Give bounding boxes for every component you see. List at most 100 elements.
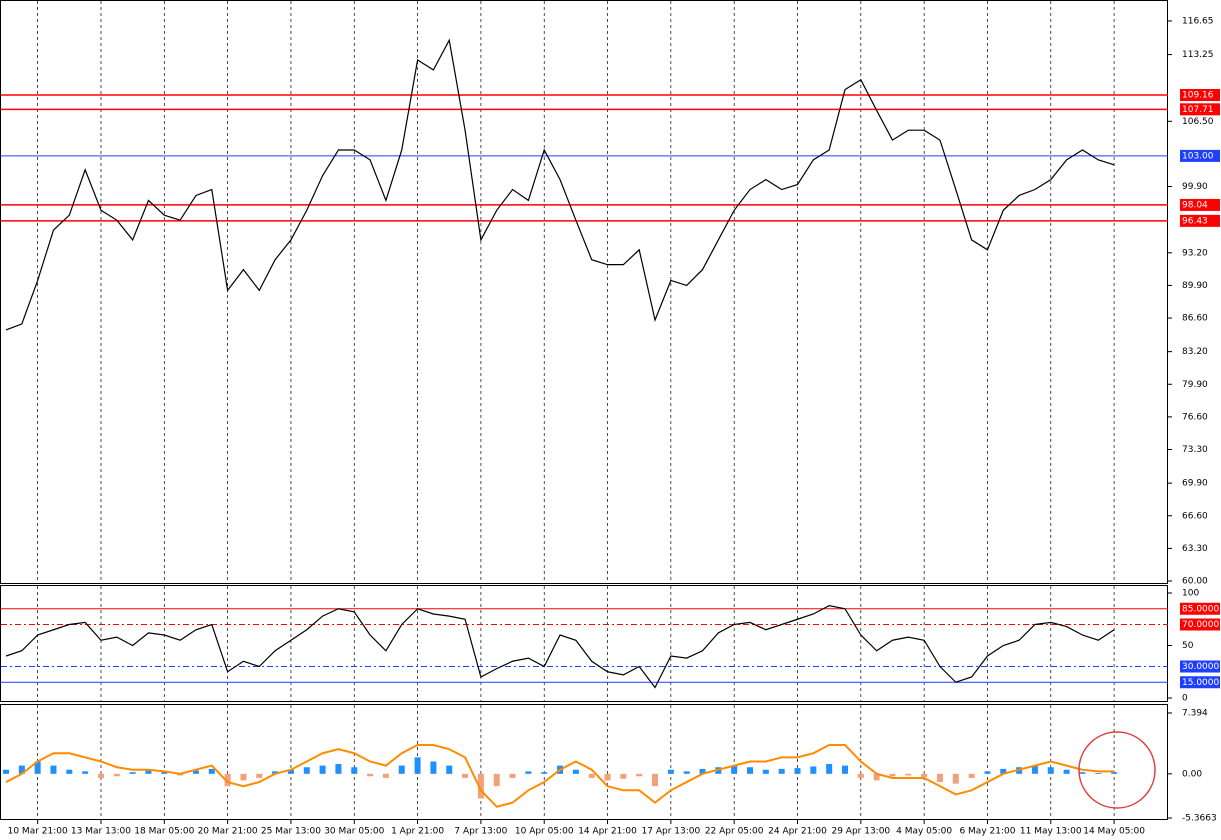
level-tag <box>1180 198 1220 211</box>
histogram-bar <box>652 773 659 787</box>
price-line <box>5 38 1115 331</box>
x-tick-label: 22 Apr 05:00 <box>705 827 764 837</box>
x-tick-label: 24 Apr 21:00 <box>768 827 827 837</box>
level-tag <box>1180 149 1220 162</box>
level-tag <box>1180 214 1220 227</box>
y-tick-label: 86.60 <box>1182 314 1208 324</box>
x-tick-label: 17 Apr 13:00 <box>642 827 701 837</box>
y-tick-label: 93.20 <box>1182 248 1208 258</box>
histogram-bar <box>351 767 358 774</box>
histogram-bar <box>968 773 975 778</box>
x-tick-label: 13 Mar 13:00 <box>71 827 131 837</box>
x-tick-label: 14 Apr 21:00 <box>578 827 637 837</box>
x-tick-label: 20 Mar 21:00 <box>198 827 258 837</box>
histogram-bar <box>287 769 294 774</box>
histogram-bar <box>3 769 9 774</box>
level-label: 15.0000 <box>1182 678 1219 688</box>
signal-line <box>5 744 1115 808</box>
histogram-bar <box>604 773 611 781</box>
y-tick-label: 50 <box>1182 641 1194 651</box>
level-label: 30.0000 <box>1182 662 1219 672</box>
x-tick-label: 14 May 05:00 <box>1083 827 1145 837</box>
histogram-bar <box>984 771 991 774</box>
level-tag <box>1180 103 1220 116</box>
y-tick-label: 106.50 <box>1182 117 1214 127</box>
histogram-bar <box>636 773 643 777</box>
histogram-bar <box>1031 765 1038 774</box>
y-tick-label: 73.30 <box>1182 445 1208 455</box>
y-tick-label: 100 <box>1182 589 1199 599</box>
histogram-bar <box>747 767 754 774</box>
oscillator-panel <box>0 585 1168 702</box>
x-tick-label: 6 May 21:00 <box>959 827 1015 837</box>
x-tick-label: 25 Mar 13:00 <box>261 827 321 837</box>
histogram-bar <box>145 769 152 774</box>
histogram-bar <box>319 765 326 774</box>
level-tag <box>1180 89 1220 102</box>
price-line <box>5 604 1115 689</box>
histogram-bar <box>810 766 817 774</box>
x-tick-label: 1 Apr 21:00 <box>391 827 444 837</box>
histogram-bar <box>240 773 247 781</box>
histogram-bar <box>1063 769 1070 774</box>
y-tick-label: 0 <box>1182 694 1188 704</box>
x-tick-label: 18 Mar 05:00 <box>134 827 194 837</box>
histogram-bar <box>50 765 57 774</box>
x-tick-label: 7 Apr 13:00 <box>454 827 507 837</box>
histogram-bar <box>113 773 120 777</box>
histogram-bar <box>1079 772 1086 774</box>
y-tick-label: 89.90 <box>1182 281 1208 291</box>
level-label: 70.0000 <box>1182 620 1219 630</box>
histogram-bar <box>97 773 104 778</box>
histogram-bar <box>224 773 231 787</box>
histogram-bar <box>335 763 342 774</box>
x-tick-label: 10 Mar 21:00 <box>8 827 68 837</box>
level-label: 85.0000 <box>1182 604 1219 614</box>
histogram-bar <box>683 771 690 774</box>
histogram-bar <box>430 761 437 774</box>
macd-panel <box>0 704 1168 820</box>
level-label: 107.71 <box>1182 105 1214 115</box>
histogram-bar <box>572 769 579 774</box>
histogram-bar <box>1111 772 1118 774</box>
histogram-bar <box>889 773 896 777</box>
histogram-bar <box>841 765 848 774</box>
histogram-bar <box>905 773 912 776</box>
x-tick-label: 30 Mar 05:00 <box>324 827 384 837</box>
y-tick-label: 99.90 <box>1182 182 1208 192</box>
histogram-bar <box>82 771 89 774</box>
histogram-bar <box>826 763 833 774</box>
histogram-bar <box>34 761 41 774</box>
level-label: 98.04 <box>1182 200 1208 210</box>
histogram-bar <box>367 773 374 777</box>
level-tag <box>1180 602 1220 615</box>
histogram-bar <box>667 769 674 774</box>
histogram-bar <box>462 773 469 778</box>
histogram-bar <box>493 773 500 787</box>
x-tick-label: 11 May 13:00 <box>1020 827 1082 837</box>
histogram-bar <box>303 767 310 774</box>
histogram-bar <box>952 773 959 784</box>
histogram-bar <box>936 773 943 783</box>
histogram-bar <box>192 770 199 774</box>
x-tick-label: 29 Apr 13:00 <box>831 827 890 837</box>
histogram-bar <box>477 773 484 799</box>
y-tick-label: 0.00 <box>1182 769 1202 779</box>
histogram-bar <box>873 773 880 781</box>
x-tick-label: 10 Apr 05:00 <box>515 827 574 837</box>
histogram-bar <box>541 772 548 774</box>
histogram-bar <box>1047 767 1054 774</box>
histogram-bar <box>778 768 785 774</box>
histogram-bar <box>731 765 738 774</box>
histogram-bar <box>525 771 532 774</box>
level-tag <box>1180 660 1220 673</box>
highlight-circle <box>1078 731 1156 809</box>
y-tick-label: 116.65 <box>1182 16 1214 26</box>
histogram-bar <box>446 765 453 774</box>
y-tick-label: 113.25 <box>1182 50 1214 60</box>
histogram-bar <box>382 773 389 778</box>
histogram-bar <box>414 757 421 774</box>
histogram-bar <box>161 771 168 774</box>
